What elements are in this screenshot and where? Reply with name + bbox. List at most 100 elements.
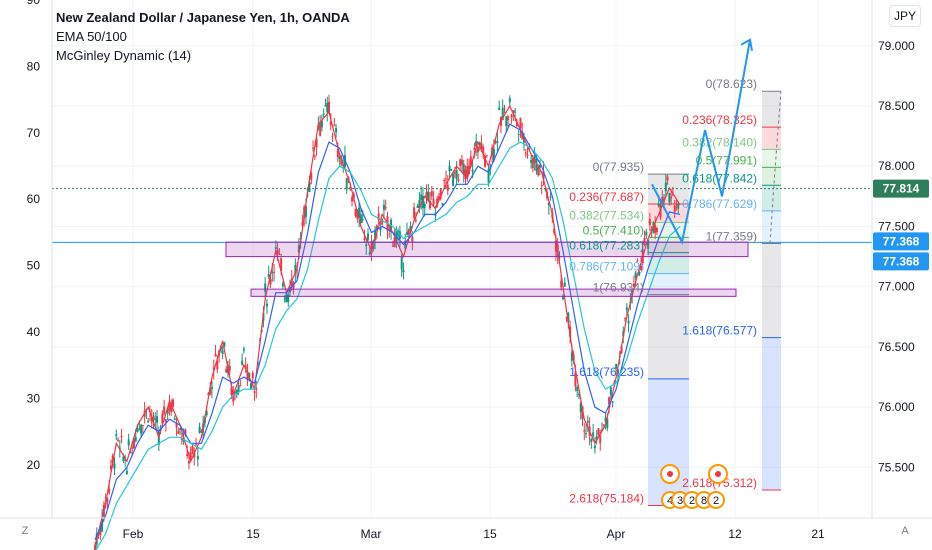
candle-body (535, 159, 538, 172)
candle-body (180, 438, 183, 440)
candle-body (133, 438, 135, 448)
candle-body (106, 498, 109, 502)
candle-body (120, 436, 123, 438)
right-tick-label: 77.000 (878, 280, 915, 294)
candle-body (655, 227, 658, 232)
candle-body (654, 224, 657, 233)
candle-body (281, 283, 284, 287)
candle-body (429, 200, 432, 209)
candle-body (138, 428, 141, 430)
candle-body (234, 392, 237, 394)
candle-body (547, 202, 550, 206)
candle-body (310, 172, 313, 181)
fib-left-label: 0.382(77.534) (569, 208, 644, 222)
candle-body (445, 178, 447, 180)
candle-body (523, 137, 525, 143)
indicator-mcginley[interactable]: McGinley Dynamic (14) (56, 48, 192, 63)
candle-body (416, 205, 419, 208)
currency-button[interactable]: JPY (889, 5, 921, 27)
fib-right-band (762, 127, 781, 150)
candle-body (409, 226, 412, 231)
candle-body (436, 198, 439, 207)
left-tick-label: 40 (27, 325, 41, 339)
candle-body (427, 191, 430, 202)
price-badge (873, 232, 929, 251)
candle-body (645, 231, 648, 236)
candle-body (604, 417, 607, 422)
candle-body (391, 245, 394, 247)
candle-body (320, 120, 323, 128)
event-marker-label: 4 (667, 495, 673, 507)
right-tick-label: 76.500 (878, 340, 915, 354)
candle-body (308, 182, 311, 192)
candle-body (576, 386, 579, 391)
candle-body (647, 239, 650, 249)
candle-body (172, 399, 174, 407)
candle-body (657, 203, 660, 207)
candle-body (471, 169, 474, 172)
fib-left-label: 0.786(77.109) (569, 260, 644, 274)
candle-body (225, 369, 228, 373)
candle-body (349, 187, 352, 189)
auto-scale-button[interactable]: A (901, 525, 909, 537)
event-marker-dot (715, 471, 721, 477)
candle-body (632, 284, 635, 287)
candle-body (283, 297, 286, 299)
candle-body (459, 159, 462, 166)
right-tick-label: 78.500 (878, 99, 915, 113)
candle-body (196, 456, 199, 460)
left-scale-button[interactable]: Z (21, 525, 29, 537)
candle-body (242, 348, 245, 351)
candle-body (538, 165, 541, 168)
candle-body (508, 98, 511, 103)
fib-right-label: 1(77.359) (706, 229, 757, 243)
event-marker (707, 491, 725, 509)
left-tick-label: 20 (27, 458, 41, 472)
candle-body (329, 121, 332, 125)
candle-body (510, 114, 513, 118)
candle-body (462, 163, 465, 175)
candle-body (315, 138, 318, 148)
event-marker-label: 3 (677, 495, 683, 507)
candle-body (666, 176, 669, 181)
support-zone (250, 288, 737, 297)
candle-body (127, 439, 130, 446)
candle-body (608, 397, 611, 405)
fib-left-label: 0.618(77.283) (569, 239, 644, 253)
candle-body (503, 112, 506, 114)
candle-body (113, 463, 116, 469)
candle-body (294, 265, 297, 274)
candle-body (475, 140, 478, 147)
candle-body (168, 403, 171, 410)
indicator-ema[interactable]: EMA 50/100 (56, 29, 127, 44)
candle-body (567, 312, 570, 323)
candle-body (264, 283, 267, 292)
candle-body (156, 416, 159, 423)
left-axis-ticks: 90 80 70 60 50 40 30 20 (27, 0, 41, 472)
candle-body (625, 307, 628, 311)
candle-body (457, 179, 460, 181)
x-tick-label: 15 (246, 527, 260, 541)
candle-body (301, 222, 304, 226)
candle-body (562, 296, 564, 300)
candle-body (441, 203, 444, 206)
candle-body (166, 408, 169, 414)
candle-body (577, 393, 580, 395)
candle-body (542, 170, 545, 180)
candle-body (164, 419, 167, 423)
candle-body (239, 385, 242, 387)
candle-body (558, 256, 561, 258)
candle-body (413, 207, 416, 218)
candle-body (634, 272, 637, 278)
candle-body (675, 203, 678, 205)
candle-body (595, 436, 598, 440)
candle-body (515, 121, 518, 126)
candle-body (223, 342, 226, 347)
candle-body (147, 420, 150, 423)
symbol-title[interactable]: New Zealand Dollar / Japanese Yen, 1h, O… (56, 10, 350, 25)
candle-body (246, 371, 249, 381)
candle-body (324, 105, 327, 107)
candle-body (668, 193, 671, 203)
candle-body (267, 274, 270, 277)
